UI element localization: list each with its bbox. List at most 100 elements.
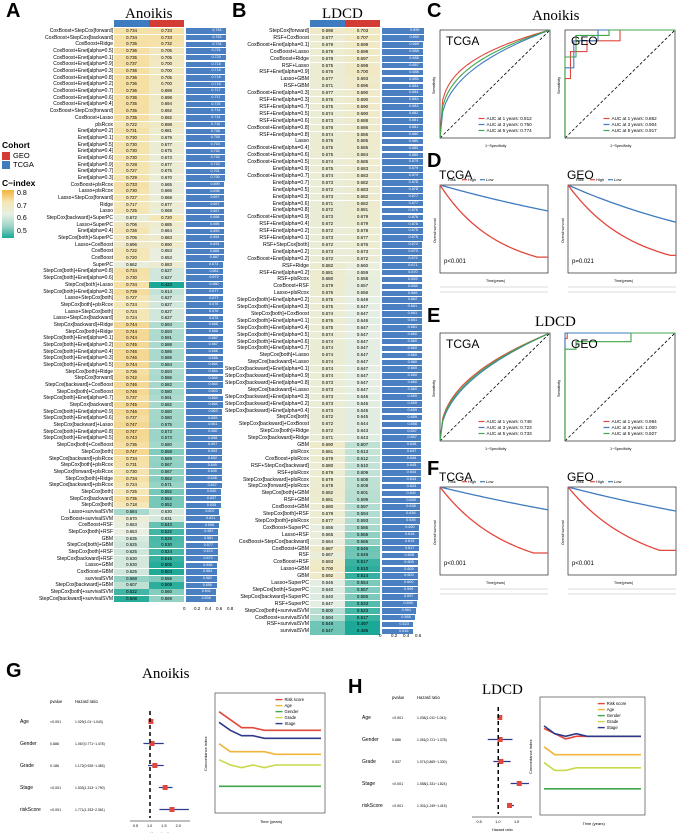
mean-cindex-bar [382,49,424,55]
heatmap-row-label: StepCox[backward]+plsRcox [48,482,113,489]
roc-curve [439,332,551,442]
mean-cindex-bar [382,111,423,117]
heatmap-cell: 0.690 [345,97,380,104]
heatmap-cell: 0.684 [345,152,380,159]
heatmap-cell: 0.524 [149,549,184,556]
heatmap-cell: 0.699 [345,41,380,49]
km-xlabel: Time(years) [486,581,505,585]
mean-cindex-value: 0.668 [208,328,218,333]
mean-cindex-value: 0.688 [409,49,419,53]
mean-cindex-bar [382,566,419,573]
heatmap-cell: 0.674 [310,338,345,345]
axis-tick-label: 0.8 [227,606,234,611]
forest-variable: Stage [362,781,375,787]
mean-cindex-bar [382,124,423,131]
heatmap-row-label: StepCox[both]+plsRcox [60,462,113,469]
mean-cindex-bar [382,594,418,600]
mean-cindex-value: 0.577 [203,542,213,547]
panel-label-d: D [427,150,442,172]
mean-cindex-bar [186,188,225,195]
heatmap-cell: 0.582 [149,382,184,389]
heatmap-cell: 0.674 [310,159,345,166]
heatmap-row-label: CoxBoost+Enet[alpha=0.4] [247,145,309,152]
heatmap-cell: 0.643 [345,435,380,442]
heatmap-cell: 0.672 [310,221,345,228]
mean-cindex-value: 0.710 [211,121,221,126]
mean-cindex-value: 0.706 [210,128,220,133]
heatmap-cell: 0.680 [310,276,345,283]
heatmap-cell: 0.672 [310,255,345,262]
mean-cindex-value: 0.660 [407,387,418,392]
km-risk-label: Risk [448,177,456,182]
heatmap-cell: 0.725 [114,488,149,495]
mean-cindex-value: 0.715 [211,101,221,106]
heatmap-cell: 0.647 [345,345,380,352]
heatmap-row-label: GBM [297,573,309,580]
mean-cindex-value: 0.660 [407,373,418,378]
heatmap-cell: 0.517 [345,559,380,566]
heatmap-row-label: CoxBoost+Enet[alpha=0.6] [247,152,309,159]
heatmap-row-label: StepCox[backward]+Enet[alpha=0.3] [225,393,309,400]
mean-cindex-bar [186,515,221,522]
mean-cindex-bar [186,409,223,415]
mean-cindex-bar [186,529,219,535]
mean-cindex-value: 0.659 [407,414,417,419]
mean-cindex-value: 0.568 [203,562,213,567]
heatmap-cell: 0.692 [149,114,184,121]
heatmap-row-label: RSF+Lasso [281,62,309,69]
km-ylabel: Overall survival [561,218,565,243]
km-ylabel: Overall survival [433,520,437,545]
heatmap-cell: 0.746 [114,355,149,362]
heatmap-row-label: StepCox[both]+RSF [68,549,113,556]
mean-cindex-value: 0.660 [407,352,418,357]
heatmap-row-label: CoxBoost [91,255,113,262]
heatmap-cell: 0.737 [114,415,149,422]
cindex-colorbar [2,190,14,238]
heatmap-row-label: CoxBoost+GBM [271,545,309,552]
mean-cindex-value: 0.645 [406,463,417,467]
forest-hr-header: Hazard ratio [75,699,98,704]
heatmap-cell: 0.423 [149,281,184,288]
heatmap-row-label: RSF+StepCox[both] [262,241,309,248]
heatmap-cell: 0.731 [114,128,149,135]
heatmap-cell: 0.597 [345,504,380,511]
mean-cindex-bar [186,576,217,582]
mean-cindex-value: 0.605 [404,559,414,564]
roc-auc-label: AUC at 3 years: 0.723 [487,425,533,430]
mean-cindex-bar [186,155,225,161]
mean-cindex-bar [186,121,226,128]
heatmap-cell: 0.729 [114,174,149,182]
heatmap-row-label: Lasso+CoxBoost [75,241,113,248]
heatmap-cell: 0.693 [310,559,345,566]
km-high-label: High [468,479,476,484]
heatmap-cell: 0.643 [345,428,380,435]
mean-cindex-value: 0.717 [211,88,221,93]
heatmap-cell: 0.552 [149,495,184,502]
mean-cindex-bar [186,315,224,321]
heatmap-row-label: Ridge [99,201,113,208]
heatmap-cell: 0.746 [114,388,149,395]
heatmap-cell: 0.698 [345,48,380,55]
mean-cindex-value: 0.660 [407,345,418,350]
panel-g-title: Anoikis [142,666,190,682]
heatmap-cell: 0.644 [345,421,380,428]
mean-cindex-value: 0.684 [409,90,419,95]
heatmap-row-label: StepCox[backward]+Ridge [53,321,113,328]
mean-cindex-bar [382,380,422,386]
heatmap-cell: 0.700 [149,81,184,88]
mean-cindex-bar [186,55,226,61]
mean-cindex-bar [382,200,423,207]
forest-hr: 1.301(1.249−1.415) [417,804,447,808]
forest-tick: 1.0 [147,824,152,828]
heatmap-cell: 0.659 [345,269,380,276]
mean-cindex-value: 0.688 [209,248,219,253]
heatmap-cell: 0.677 [310,517,345,525]
heatmap-cell: 0.662 [114,261,149,268]
heatmap-cell: 0.747 [114,448,149,455]
heatmap-cell: 0.730 [114,141,149,148]
heatmap-row-label: StepCox[both]+Enet[alpha=0.8] [43,268,113,275]
cohort-legend-title: Cohort [2,140,30,150]
mean-cindex-bar [186,562,218,569]
heatmap-cell: 0.640 [310,593,345,601]
km-low-label: Low [486,479,493,484]
